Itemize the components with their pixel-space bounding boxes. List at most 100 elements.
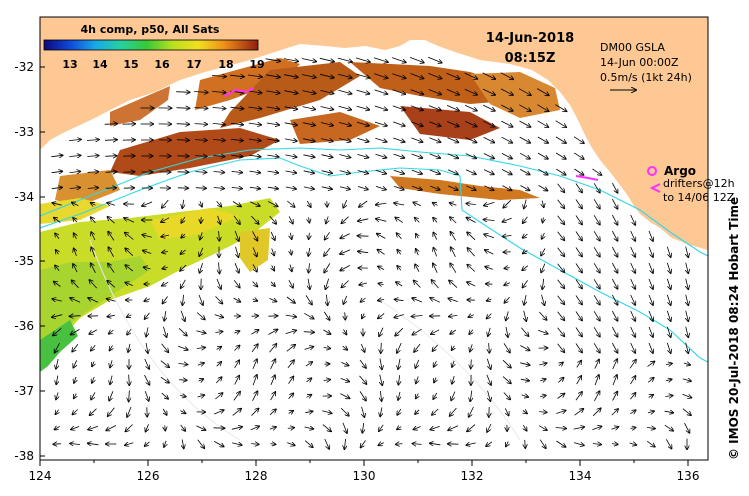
current-arrow — [287, 200, 294, 207]
current-arrow — [503, 343, 510, 352]
current-arrow — [413, 202, 421, 205]
current-arrow — [337, 57, 352, 62]
x-tick-label: 134 — [569, 469, 592, 483]
current-arrow — [252, 359, 257, 370]
current-arrow — [431, 280, 439, 289]
current-arrow — [378, 266, 385, 269]
current-arrow — [612, 310, 617, 321]
current-arrow — [356, 105, 370, 110]
current-arrow — [467, 232, 476, 241]
current-arrow — [664, 424, 673, 431]
current-arrow — [686, 246, 689, 258]
current-arrow — [557, 215, 565, 225]
current-arrow — [504, 296, 510, 303]
current-arrow — [252, 375, 257, 386]
current-arrow — [433, 203, 438, 206]
current-arrow — [194, 108, 208, 109]
current-arrow — [309, 232, 310, 239]
current-arrow — [410, 89, 424, 95]
current-arrow — [575, 392, 582, 401]
current-arrow — [232, 201, 241, 207]
current-arrow — [428, 73, 441, 78]
current-arrow — [341, 362, 348, 365]
current-arrow — [199, 262, 203, 273]
current-arrow — [248, 123, 261, 125]
current-arrow — [302, 107, 316, 110]
current-arrow — [91, 392, 96, 399]
x-tick-label: 130 — [353, 469, 376, 483]
current-arrow — [429, 121, 441, 127]
current-arrow — [555, 136, 566, 143]
current-arrow — [447, 121, 459, 127]
current-arrow — [51, 187, 62, 188]
current-arrow — [630, 410, 635, 414]
current-arrow — [482, 88, 495, 95]
current-arrow — [428, 105, 441, 111]
current-arrow — [91, 263, 96, 273]
current-arrow — [464, 88, 477, 95]
current-arrow — [522, 265, 529, 271]
current-arrow — [450, 217, 457, 224]
current-arrow — [648, 310, 653, 321]
current-arrow — [321, 171, 333, 174]
current-arrow — [647, 361, 655, 367]
current-arrow — [464, 72, 478, 79]
current-arrow — [272, 265, 275, 270]
current-arrow — [686, 262, 689, 274]
current-arrow — [163, 326, 166, 337]
current-arrow — [252, 264, 257, 271]
current-arrow — [269, 409, 276, 416]
current-arrow — [267, 187, 278, 189]
current-arrow — [593, 311, 600, 320]
current-arrow — [430, 298, 441, 303]
colorbar-tick: 16 — [154, 58, 170, 71]
current-arrow — [415, 218, 420, 223]
current-arrow — [285, 315, 297, 317]
current-arrow — [213, 156, 224, 157]
current-arrow — [321, 187, 332, 189]
current-arrow — [381, 342, 382, 353]
current-arrow — [180, 310, 185, 321]
current-arrow — [180, 249, 186, 254]
current-arrow — [374, 89, 388, 94]
current-arrow — [194, 92, 208, 93]
current-arrow — [107, 217, 115, 224]
current-arrow — [630, 262, 636, 273]
current-arrow — [53, 444, 61, 445]
current-arrow — [182, 439, 184, 449]
current-arrow — [339, 138, 351, 142]
current-arrow — [343, 295, 348, 304]
imos-credit: © IMOS 20-Jul-2018 08:24 Hobart Time — [727, 197, 741, 460]
current-arrow — [72, 344, 79, 351]
current-arrow — [414, 281, 421, 288]
current-arrow — [269, 298, 277, 301]
timestamp-time: 08:15Z — [505, 51, 556, 66]
current-arrow — [379, 327, 384, 337]
current-arrow — [482, 104, 495, 111]
current-arrow — [287, 428, 294, 429]
current-arrow — [86, 140, 99, 141]
current-arrow — [410, 73, 423, 79]
current-arrow — [342, 422, 347, 433]
timestamp-date: 14-Jun-2018 — [486, 31, 574, 46]
current-arrow — [537, 104, 548, 112]
current-arrow — [195, 188, 206, 189]
current-arrow — [416, 376, 418, 384]
current-arrow — [216, 347, 222, 350]
current-arrow — [412, 316, 423, 317]
current-arrow — [70, 443, 81, 444]
current-arrow — [178, 363, 188, 364]
current-arrow — [573, 152, 584, 159]
current-arrow — [164, 440, 166, 447]
current-arrow — [252, 299, 258, 301]
current-arrow — [214, 315, 223, 318]
current-arrow — [374, 121, 387, 126]
current-arrow — [284, 75, 298, 78]
current-arrow — [145, 441, 150, 446]
current-arrow — [236, 246, 239, 258]
current-arrow — [165, 425, 166, 430]
current-arrow — [163, 408, 167, 415]
sst-warm-region — [55, 58, 560, 206]
current-arrow — [285, 171, 297, 173]
current-arrow — [73, 218, 77, 222]
